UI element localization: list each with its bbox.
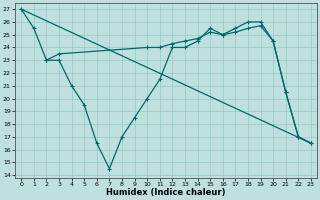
X-axis label: Humidex (Indice chaleur): Humidex (Indice chaleur) xyxy=(106,188,226,197)
